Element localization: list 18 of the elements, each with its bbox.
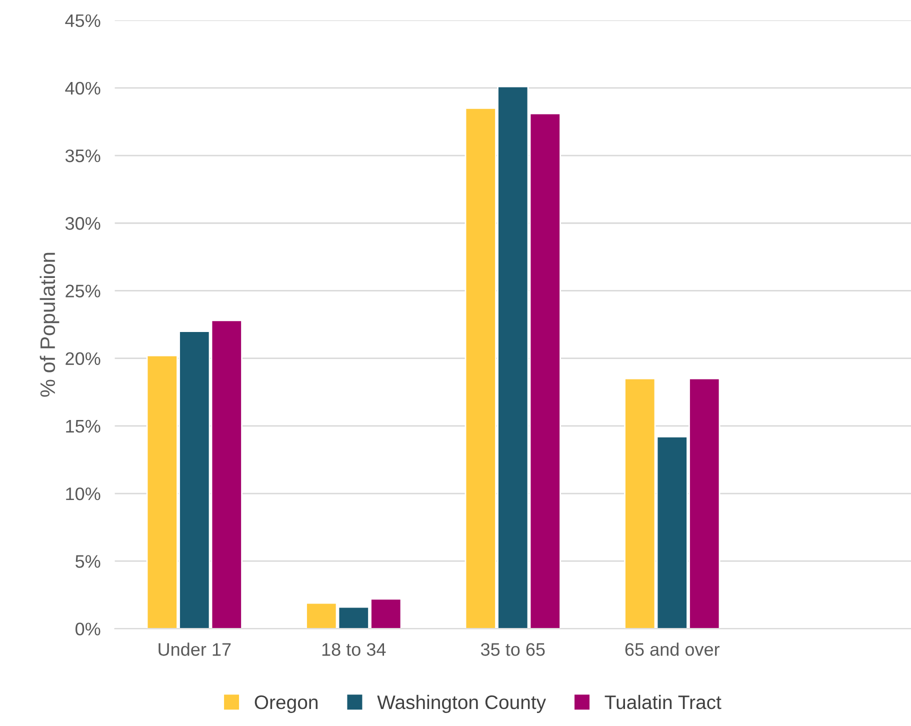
x-tick-label: 65 and over [625,642,720,656]
x-tick-label: Under 17 [158,642,231,656]
legend-label: Washington County [377,694,546,714]
y-tick-label: 20% [66,352,100,366]
y-tick-label: 5% [76,555,100,568]
y-tick-label: 0% [76,622,100,636]
legend-label: Tualatin Tract [604,694,722,710]
y-tick-label: 25% [66,284,100,298]
y-tick-label: 35% [65,149,100,162]
y-tick-label: 40% [65,82,100,95]
legend-label: Oregon [254,695,318,714]
y-tick-label: 30% [65,217,100,230]
x-tick-label: 18 to 34 [322,643,386,656]
y-tick-label: 15% [66,420,100,433]
x-tick-label: 35 to 65 [480,643,545,656]
y-axis-title: % of Population [40,252,60,397]
y-tick-label: 45% [65,14,100,28]
y-tick-label: 10% [66,487,100,500]
